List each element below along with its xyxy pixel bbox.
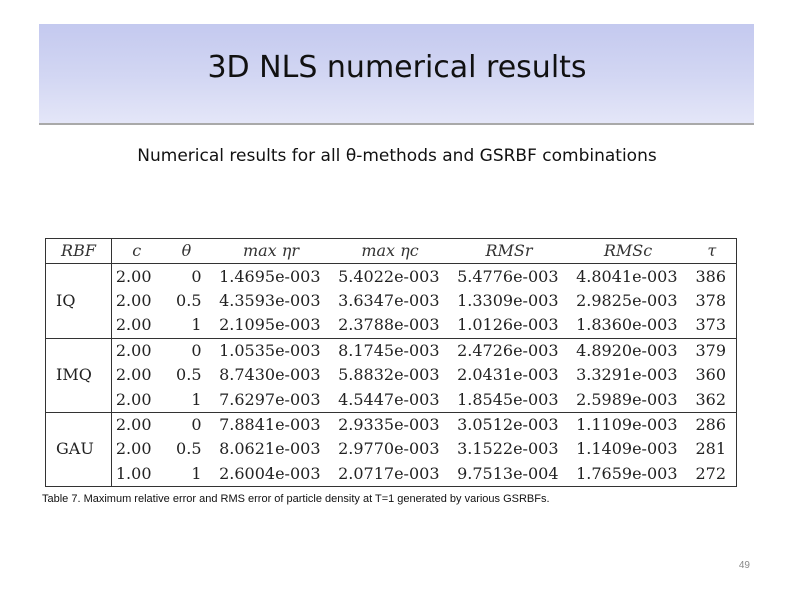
table-cell: 9.7513e-004 xyxy=(457,463,559,483)
table-row: 2.00 0.5 8.0621e-003 2.9770e-003 3.1522e… xyxy=(46,437,737,462)
table-cell: 1.0126e-003 xyxy=(457,315,559,335)
table-cell: 386 xyxy=(687,263,737,289)
table-cell: 2.3788e-003 xyxy=(338,315,440,335)
table-cell: 1 xyxy=(191,389,202,409)
column-header: RBF xyxy=(45,238,112,264)
table-cell: 360 xyxy=(687,362,737,388)
table-cell: 3.0512e-003 xyxy=(457,414,559,434)
table-cell: 2.0717e-003 xyxy=(338,463,440,483)
table-cell: 5.4022e-003 xyxy=(338,266,440,286)
table-cell: 362 xyxy=(687,387,737,413)
table-cell: 2.0431e-003 xyxy=(457,365,559,385)
table-cell: 0 xyxy=(191,414,202,434)
table-row: 2.00 0.5 4.3593e-003 3.6347e-003 1.3309e… xyxy=(46,288,737,314)
table-cell: 1.1109e-003 xyxy=(576,414,678,434)
table-cell: 1.1409e-003 xyxy=(576,439,678,459)
table-cell: 281 xyxy=(687,437,737,462)
column-header: τ xyxy=(687,238,737,264)
table-cell: 272 xyxy=(687,461,737,487)
column-header: RMSr xyxy=(485,241,533,261)
table-cell: 2.00 xyxy=(111,387,162,413)
table-cell: 2.9825e-003 xyxy=(576,290,678,310)
table-cell: 1.00 xyxy=(111,461,162,487)
column-header: max ηc xyxy=(361,241,419,261)
column-header: max ηr xyxy=(242,241,300,261)
results-table: RBF c θ max ηr max ηc RMSr RMSc τ IQ 2.0… xyxy=(45,238,737,487)
table-cell: 2.1095e-003 xyxy=(219,315,321,335)
table-header-row: RBF c θ max ηr max ηc RMSr RMSc τ xyxy=(45,238,737,264)
table-cell: 5.4776e-003 xyxy=(457,266,559,286)
column-header: c xyxy=(111,238,162,264)
table-cell: 2.00 xyxy=(111,362,162,388)
table-cell: 0 xyxy=(191,266,202,286)
table-cell: 0.5 xyxy=(176,365,202,385)
table-cell: 2.9335e-003 xyxy=(338,414,440,434)
table-cell: 3.3291e-003 xyxy=(576,365,678,385)
table-cell: 378 xyxy=(687,288,737,314)
table-cell: 0 xyxy=(191,340,202,360)
slide-title: 3D NLS numerical results xyxy=(207,50,587,85)
table-cell: 2.6004e-003 xyxy=(219,463,321,483)
table-cell: 1.3309e-003 xyxy=(457,290,559,310)
table-cell: 7.8841e-003 xyxy=(219,414,321,434)
table-cell: 1.7659e-003 xyxy=(576,463,678,483)
table-row: 2.00 1 7.6297e-003 4.5447e-003 1.8545e-0… xyxy=(46,387,737,413)
table-cell: 2.00 xyxy=(111,288,162,314)
table-cell: 8.1745e-003 xyxy=(338,340,440,360)
table-cell: 373 xyxy=(687,313,737,339)
table-cell: 2.4726e-003 xyxy=(457,340,559,360)
table-cell: 1 xyxy=(191,315,202,335)
table-cell: 8.7430e-003 xyxy=(219,365,321,385)
column-header: RMSc xyxy=(603,241,653,261)
table-cell: 3.1522e-003 xyxy=(457,439,559,459)
table-cell: 8.0621e-003 xyxy=(219,439,321,459)
rbf-group-label: IMQ xyxy=(45,338,112,413)
table-row: IQ 2.00 0 1.4695e-003 5.4022e-003 5.4776… xyxy=(45,263,737,339)
table-row: IMQ 2.00 0 1.0535e-003 8.1745e-003 2.472… xyxy=(45,338,737,413)
table-cell: 2.00 xyxy=(111,263,162,289)
table-cell: 2.00 xyxy=(111,437,162,462)
table-cell: 2.00 xyxy=(111,338,162,363)
table-cell: 286 xyxy=(687,412,737,438)
table-row: 1.00 1 2.6004e-003 2.0717e-003 9.7513e-0… xyxy=(46,461,737,487)
table-cell: 2.00 xyxy=(111,313,162,339)
column-header: θ xyxy=(181,241,192,261)
table-cell: 1.8360e-003 xyxy=(576,315,678,335)
table-cell: 1.0535e-003 xyxy=(219,340,321,360)
page-number: 49 xyxy=(738,560,750,571)
table-cell: 2.9770e-003 xyxy=(338,439,440,459)
table-row: GAU 2.00 0 7.8841e-003 2.9335e-003 3.051… xyxy=(45,412,737,487)
table-cell: 2.00 xyxy=(111,412,162,438)
table-cell: 4.8041e-003 xyxy=(576,266,678,286)
table-row: 2.00 0.5 8.7430e-003 5.8832e-003 2.0431e… xyxy=(46,362,737,388)
table-cell: 0.5 xyxy=(176,439,202,459)
table-cell: 1 xyxy=(191,463,202,483)
table-cell: 0.5 xyxy=(176,290,202,310)
table-cell: 1.8545e-003 xyxy=(457,389,559,409)
table-cell: 4.8920e-003 xyxy=(576,340,678,360)
table-cell: 7.6297e-003 xyxy=(219,389,321,409)
table-caption: Table 7. Maximum relative error and RMS … xyxy=(42,493,550,505)
table-cell: 4.3593e-003 xyxy=(219,290,321,310)
rbf-group-label: IQ xyxy=(45,263,112,339)
rbf-group-label: GAU xyxy=(45,412,112,487)
table-cell: 3.6347e-003 xyxy=(338,290,440,310)
slide-subtitle: Numerical results for all θ-methods and … xyxy=(137,146,657,166)
table-cell: 5.8832e-003 xyxy=(338,365,440,385)
title-band xyxy=(39,24,754,125)
results-table-container: RBF c θ max ηr max ηc RMSr RMSc τ IQ 2.0… xyxy=(45,238,737,487)
table-cell: 2.5989e-003 xyxy=(576,389,678,409)
table-cell: 379 xyxy=(687,338,737,363)
table-cell: 4.5447e-003 xyxy=(338,389,440,409)
table-cell: 1.4695e-003 xyxy=(219,266,321,286)
table-row: 2.00 1 2.1095e-003 2.3788e-003 1.0126e-0… xyxy=(46,313,737,339)
